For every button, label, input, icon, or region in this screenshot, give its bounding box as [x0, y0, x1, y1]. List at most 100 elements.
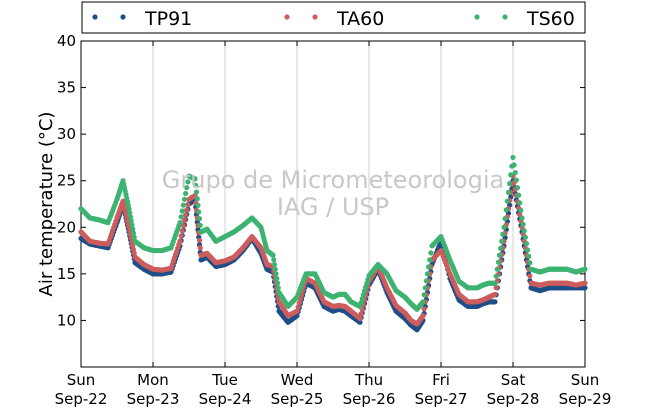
data-point-interp	[517, 200, 523, 206]
x-tick-label-date: Sep-28	[487, 390, 540, 408]
data-points	[78, 154, 588, 333]
x-tick-label-date: Sep-29	[559, 390, 612, 408]
data-point-interp	[521, 228, 527, 234]
data-point-interp	[274, 275, 280, 282]
x-axis: SunSep-22MonSep-23TueSep-24WedSep-25ThuS…	[55, 41, 612, 408]
y-tick-label: 40	[57, 32, 76, 50]
data-point-interp	[179, 208, 185, 214]
data-point-interp	[422, 285, 428, 291]
data-point-interp	[275, 285, 281, 291]
data-point-interp	[508, 172, 514, 178]
data-point-interp	[296, 300, 302, 306]
data-point-interp	[196, 237, 203, 243]
data-point	[582, 280, 588, 286]
y-tick-label: 25	[57, 172, 76, 190]
data-point-interp	[130, 226, 136, 232]
data-point-interp	[496, 252, 503, 258]
data-point-interp	[274, 280, 281, 286]
data-point-interp	[520, 221, 526, 227]
series-ts60	[78, 154, 588, 312]
data-point-interp	[526, 253, 532, 259]
x-tick-label-date: Sep-22	[55, 390, 108, 408]
data-point-interp	[183, 190, 189, 197]
data-point-interp	[197, 245, 203, 251]
data-point-interp	[194, 196, 200, 202]
plot-area	[80, 40, 586, 368]
legend-box	[81, 1, 586, 34]
data-point-interp	[272, 266, 278, 272]
data-point-interp	[180, 222, 186, 229]
data-point-interp	[504, 198, 510, 204]
data-point-interp	[428, 250, 434, 256]
data-point-interp	[129, 222, 135, 228]
legend: TP91 TA60 TS60	[81, 1, 586, 34]
data-point	[582, 285, 588, 291]
data-point-interp	[499, 238, 505, 244]
data-point-interp	[295, 304, 301, 310]
data-point	[510, 154, 516, 161]
data-point	[492, 291, 498, 297]
data-point	[270, 252, 276, 258]
y-axis: 10 15 20 25 30 35 40	[57, 32, 585, 329]
legend-label: TS60	[526, 8, 575, 30]
x-tick-label-day: Mon	[137, 371, 169, 389]
data-point-interp	[130, 230, 137, 236]
data-point	[492, 280, 498, 286]
x-tick-label-day: Sun	[67, 371, 96, 389]
data-point-interp	[127, 214, 134, 220]
data-point-interp	[421, 292, 427, 298]
x-tick-label-day: Tue	[211, 371, 238, 389]
data-point	[492, 299, 498, 305]
legend-marker	[284, 14, 290, 20]
data-point-interp	[197, 222, 203, 228]
x-tick-label-date: Sep-26	[343, 390, 396, 408]
data-point	[294, 308, 300, 314]
data-point-interp	[181, 196, 188, 202]
data-point-interp	[507, 181, 513, 187]
y-tick-label: 30	[57, 125, 76, 143]
data-point-interp	[498, 245, 504, 251]
data-point-interp	[514, 185, 521, 191]
x-tick-label-day: Fri	[432, 371, 450, 389]
legend-marker	[502, 14, 508, 20]
data-point-interp	[421, 306, 427, 312]
data-point	[126, 206, 132, 212]
y-tick-label: 20	[57, 218, 76, 236]
data-point-interp	[493, 285, 499, 291]
x-tick-label-day: Sun	[571, 371, 600, 389]
y-tick-label: 35	[57, 79, 76, 97]
x-tick-label-day: Thu	[354, 371, 383, 389]
data-point-interp	[511, 162, 517, 168]
legend-marker	[92, 14, 98, 20]
data-point-interp	[178, 214, 184, 220]
legend-label: TA60	[336, 8, 384, 30]
data-point-interp	[181, 217, 188, 223]
data-point-interp	[516, 192, 522, 198]
watermark-line: IAG / USP	[277, 193, 389, 221]
data-point-interp	[494, 266, 500, 272]
x-tick-label-date: Sep-23	[127, 390, 180, 408]
data-point-interp	[502, 215, 508, 222]
data-point	[357, 319, 363, 325]
data-point-interp	[523, 240, 530, 247]
data-point-interp	[423, 278, 429, 284]
data-point-interp	[358, 311, 364, 317]
data-point	[357, 315, 363, 322]
x-tick-label-date: Sep-24	[199, 390, 252, 408]
data-point-interp	[185, 179, 191, 185]
legend-label: TP91	[144, 8, 192, 30]
watermark-line: Grupo de Micrometeorologia	[162, 166, 504, 194]
data-point-interp	[195, 202, 201, 208]
data-point	[192, 176, 198, 182]
data-point-interp	[185, 201, 191, 208]
data-point-interp	[426, 264, 432, 270]
data-point-interp	[196, 209, 202, 215]
data-point-interp	[127, 210, 133, 216]
data-point	[420, 299, 426, 305]
data-point-interp	[503, 207, 509, 213]
data-point-interp	[128, 218, 134, 224]
x-tick-label-date: Sep-27	[415, 390, 468, 408]
data-point-interp	[518, 207, 524, 214]
